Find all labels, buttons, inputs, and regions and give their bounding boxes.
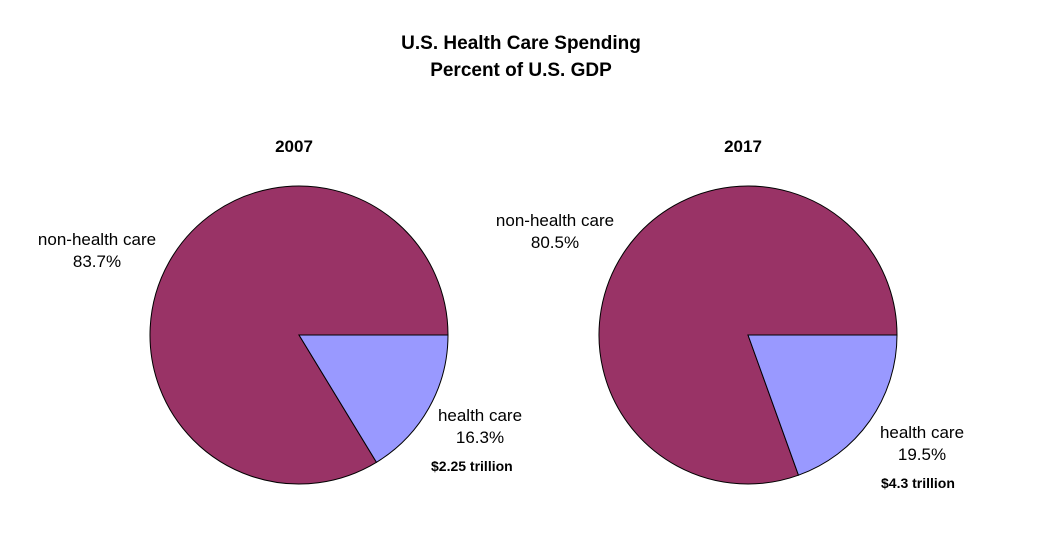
slice-label-non-health-2017: non-health care 80.5% [480,210,630,254]
pie-slice-health-care-2007 [298,334,449,463]
slice-note-health-2007: $2.25 trillion [431,458,513,474]
slice-percent: 16.3% [455,428,505,447]
pie-slice-health-care-2017 [747,334,898,476]
chart-title: U.S. Health Care Spending [401,33,641,54]
pie-slice-non-health-care-2017 [598,185,898,485]
slice-percent: 19.5% [897,445,947,464]
chart-subtitle: Percent of U.S. GDP [430,60,612,81]
slice-name: non-health care [495,211,615,230]
slice-note-health-2017: $4.3 trillion [881,475,955,491]
slice-name: health care [437,406,523,425]
slice-name: health care [879,423,965,442]
slice-label-health-2017: health care 19.5% [862,422,982,466]
pie-title-2007: 2007 [275,137,313,156]
slice-label-health-2007: health care 16.3% [420,405,540,449]
slice-label-non-health-2007: non-health care 83.7% [22,229,172,273]
pie-title-2017: 2017 [724,137,762,156]
pie-slice-non-health-care-2007 [149,185,449,485]
slice-name: non-health care [37,230,157,249]
slice-percent: 83.7% [72,252,122,271]
slice-percent: 80.5% [530,233,580,252]
